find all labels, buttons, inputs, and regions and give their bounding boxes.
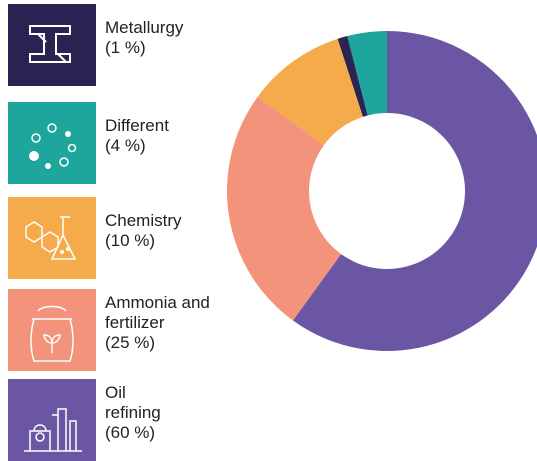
legend-icon	[8, 197, 96, 279]
legend-label: Different	[105, 116, 169, 135]
donut-slice	[292, 31, 537, 351]
legend-value: (4 %)	[105, 136, 146, 155]
donut-slice	[347, 31, 387, 116]
legend-text: Ammonia and fertilizer (25 %)	[105, 293, 230, 353]
legend-label: Ammonia and fertilizer	[105, 293, 210, 332]
legend-label: Chemistry	[105, 211, 182, 230]
legend-text: Different (4 %)	[105, 116, 245, 156]
legend-value: (10 %)	[105, 231, 156, 250]
legend-icon	[8, 289, 96, 371]
legend-label: Oil refining	[105, 383, 161, 422]
legend-text: Chemistry (10 %)	[105, 211, 245, 251]
legend-value: (60 %)	[105, 423, 156, 442]
donut-slice	[337, 36, 368, 117]
legend-value: (25 %)	[105, 333, 156, 352]
legend-icon	[8, 102, 96, 184]
legend-icon	[8, 4, 96, 86]
legend-label: Metallurgy	[105, 18, 184, 37]
legend-text: Metallurgy (1 %)	[105, 18, 245, 58]
legend-value: (1 %)	[105, 38, 146, 57]
donut-slice	[257, 38, 363, 146]
donut-slice	[227, 96, 342, 321]
legend-text: Oil refining (60 %)	[105, 383, 175, 443]
legend-icon	[8, 379, 96, 461]
